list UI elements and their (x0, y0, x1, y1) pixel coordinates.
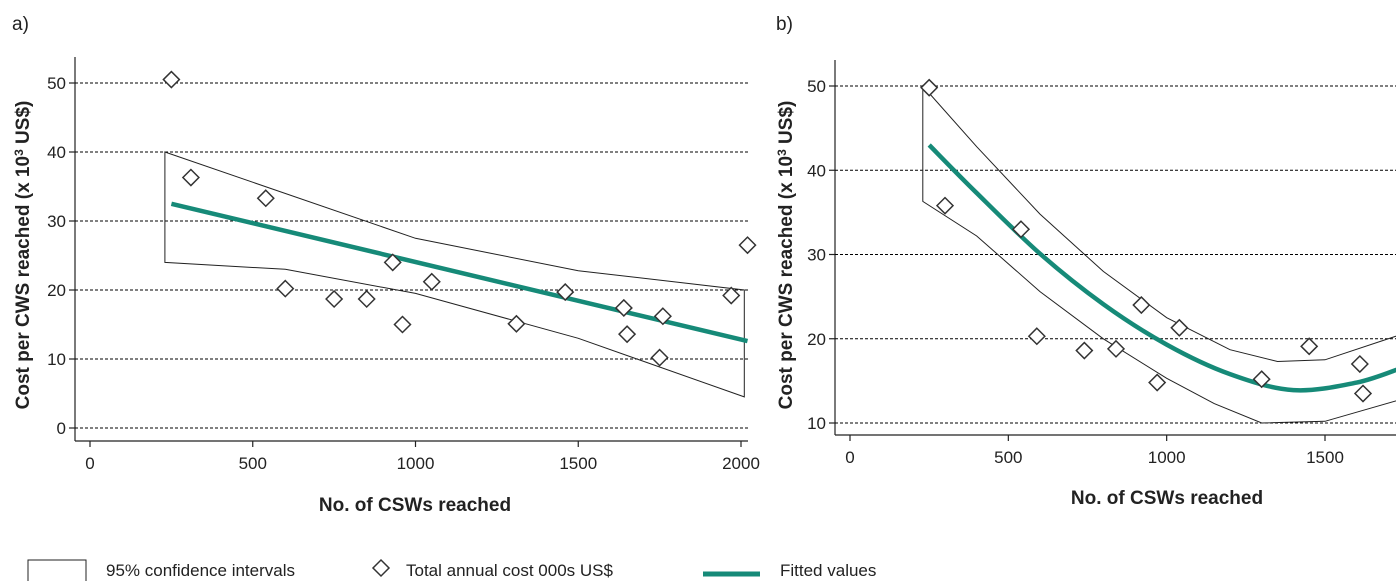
data-point (276, 279, 295, 298)
x-tick-label: 1500 (559, 454, 597, 473)
legend-band-label: 95% confidence intervals (106, 561, 295, 580)
data-point (256, 189, 275, 208)
data-point (325, 289, 344, 309)
panel-a-confidence-band (164, 151, 745, 398)
y-tick-label: 20 (47, 281, 66, 300)
panel-a: a) 0 10 20 30 40 50 0 500 1000 1500 2000 No. of C… (12, 14, 760, 516)
legend-marker-label: Total annual cost 000s US$ (406, 561, 614, 580)
panel-b: b) 10 20 30 40 50 0 500 1000 1500 No. of CSWs r… (775, 14, 1396, 509)
panel-a-x-axis-title: No. of CSWs reached (319, 495, 511, 516)
x-tick-label: 0 (845, 448, 854, 467)
data-point (1350, 354, 1369, 374)
data-point (1148, 373, 1167, 392)
data-point (181, 168, 200, 187)
data-point (920, 78, 939, 97)
data-point (618, 325, 637, 344)
data-point (722, 286, 741, 305)
x-tick-label: 1500 (1306, 448, 1344, 467)
y-tick-label: 30 (807, 246, 826, 265)
panel-b-fitted-curve (927, 143, 1396, 393)
panel-b-confidence-band (922, 84, 1396, 424)
y-tick-label: 40 (807, 161, 826, 180)
y-tick-label: 20 (807, 330, 826, 349)
data-point (1170, 318, 1189, 337)
data-point (162, 70, 181, 89)
data-point (422, 272, 441, 291)
data-point (1353, 384, 1373, 403)
data-point (614, 298, 633, 318)
data-point (1132, 295, 1151, 315)
x-tick-label: 1000 (397, 454, 435, 473)
data-point (1252, 370, 1271, 389)
panel-b-tag: b) (776, 14, 793, 35)
data-point (1300, 337, 1319, 356)
y-tick-label: 40 (47, 143, 66, 162)
legend-fit-label: Fitted values (780, 561, 876, 580)
data-point (393, 315, 412, 334)
panel-b-y-axis-title: Cost per CWS reached (x 103 US$) (775, 101, 797, 410)
y-tick-label: 10 (807, 414, 826, 433)
data-point (1027, 327, 1046, 346)
x-tick-label: 2000 (722, 454, 760, 473)
legend-marker-swatch (371, 558, 391, 578)
x-tick-label: 500 (239, 454, 267, 473)
data-point (357, 289, 376, 309)
data-point (653, 307, 672, 326)
y-tick-label: 0 (57, 419, 66, 438)
x-tick-label: 0 (85, 454, 94, 473)
data-point (650, 348, 669, 367)
y-tick-label: 50 (807, 77, 826, 96)
panel-b-x-axis-title: No. of CSWs reached (1071, 488, 1263, 509)
y-tick-label: 10 (47, 350, 66, 369)
data-point (383, 253, 402, 272)
panel-a-tag: a) (12, 14, 29, 35)
panel-a-y-axis-title: Cost per CWS reached (x 103 US$) (12, 101, 34, 410)
y-tick-label: 50 (47, 74, 66, 93)
x-tick-label: 1000 (1148, 448, 1186, 467)
legend-band-swatch (27, 559, 87, 581)
data-point (935, 196, 955, 215)
legend: 95% confidence intervals Total annual co… (27, 558, 876, 581)
y-tick-label: 30 (47, 212, 66, 231)
panel-a-fitted-line (170, 201, 749, 344)
data-point (1011, 220, 1031, 239)
data-point (507, 314, 526, 333)
data-point (556, 283, 575, 302)
data-point (1075, 341, 1094, 360)
data-point (1106, 339, 1126, 358)
x-tick-label: 500 (994, 448, 1022, 467)
data-point (738, 236, 757, 255)
